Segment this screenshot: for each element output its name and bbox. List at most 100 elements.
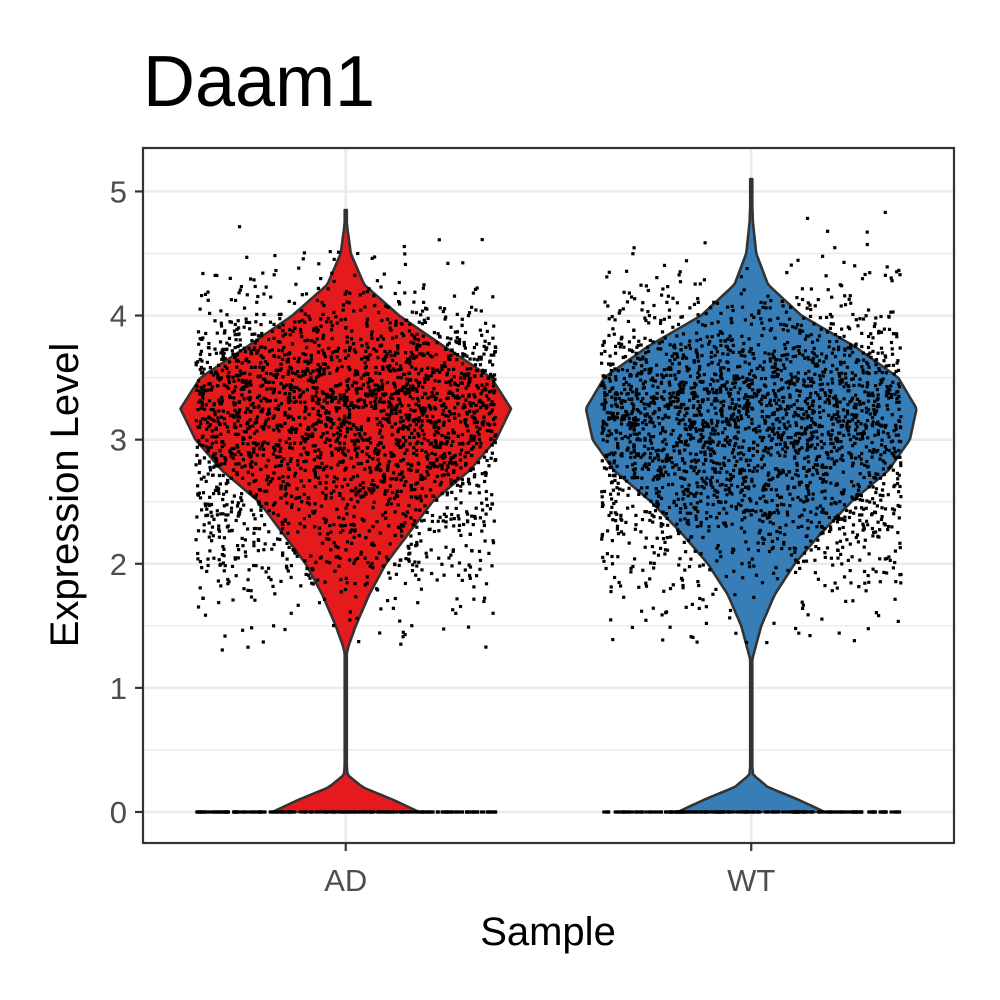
data-point bbox=[710, 402, 714, 406]
data-point bbox=[770, 539, 774, 543]
data-point bbox=[407, 371, 412, 375]
data-point bbox=[436, 465, 440, 469]
data-point bbox=[635, 432, 639, 436]
data-point bbox=[749, 499, 753, 503]
data-point bbox=[400, 389, 404, 393]
data-point bbox=[643, 436, 647, 440]
data-point bbox=[485, 458, 489, 463]
data-point bbox=[377, 448, 381, 453]
data-point bbox=[283, 519, 287, 523]
data-point bbox=[887, 435, 891, 439]
data-point bbox=[717, 440, 721, 444]
data-point bbox=[699, 492, 703, 496]
data-point bbox=[741, 482, 745, 486]
data-point bbox=[222, 554, 226, 558]
data-point bbox=[424, 450, 428, 454]
data-point bbox=[423, 380, 427, 384]
data-point bbox=[835, 459, 839, 463]
data-point bbox=[267, 407, 271, 411]
data-point bbox=[402, 483, 406, 487]
data-point bbox=[880, 370, 884, 375]
data-point bbox=[370, 561, 374, 566]
data-point bbox=[396, 368, 400, 372]
data-point bbox=[650, 545, 654, 549]
data-point bbox=[436, 431, 440, 435]
data-point bbox=[213, 452, 217, 456]
data-point bbox=[414, 387, 419, 391]
data-point bbox=[427, 404, 431, 408]
data-point bbox=[859, 457, 863, 461]
data-point bbox=[321, 362, 325, 366]
data-point bbox=[754, 427, 758, 431]
data-point bbox=[313, 472, 317, 476]
data-point bbox=[643, 336, 647, 340]
data-point bbox=[666, 405, 671, 410]
data-point bbox=[308, 576, 312, 580]
data-point bbox=[376, 356, 380, 360]
data-point bbox=[494, 458, 498, 462]
data-point bbox=[839, 490, 844, 495]
data-point bbox=[688, 398, 692, 402]
data-point bbox=[244, 430, 248, 434]
data-point bbox=[237, 225, 242, 229]
data-point bbox=[196, 484, 200, 488]
data-point bbox=[212, 419, 216, 423]
data-point bbox=[893, 549, 897, 553]
data-point bbox=[268, 399, 272, 403]
data-point bbox=[375, 520, 379, 524]
data-point bbox=[195, 453, 199, 457]
data-point bbox=[242, 397, 246, 401]
data-point bbox=[818, 504, 823, 508]
data-point bbox=[359, 376, 363, 380]
data-point bbox=[848, 294, 852, 298]
data-point bbox=[303, 438, 307, 442]
data-point bbox=[485, 329, 489, 333]
data-point bbox=[241, 385, 245, 389]
data-point bbox=[340, 364, 344, 369]
data-point bbox=[846, 427, 850, 431]
data-point bbox=[797, 480, 801, 484]
data-point bbox=[457, 528, 461, 533]
data-point bbox=[885, 403, 889, 407]
data-point bbox=[259, 384, 263, 388]
data-point bbox=[314, 560, 318, 564]
data-point bbox=[719, 311, 723, 315]
data-point bbox=[622, 290, 626, 294]
data-point bbox=[356, 251, 360, 256]
data-point bbox=[361, 481, 365, 485]
data-point bbox=[255, 338, 259, 342]
data-point bbox=[468, 565, 473, 569]
data-point bbox=[385, 352, 389, 356]
data-point bbox=[285, 501, 289, 505]
data-point bbox=[430, 367, 435, 371]
data-point bbox=[646, 447, 651, 451]
data-point bbox=[300, 500, 304, 504]
data-point bbox=[700, 476, 704, 480]
data-point bbox=[633, 557, 637, 561]
data-point bbox=[668, 383, 672, 387]
data-point bbox=[465, 512, 470, 516]
data-point bbox=[875, 405, 879, 409]
data-point bbox=[820, 510, 824, 514]
data-point bbox=[222, 492, 226, 496]
data-point bbox=[843, 303, 848, 307]
data-point bbox=[271, 511, 276, 515]
data-point bbox=[329, 496, 333, 500]
data-point bbox=[838, 378, 842, 383]
data-point bbox=[220, 553, 224, 557]
data-point bbox=[862, 545, 866, 549]
data-point bbox=[252, 544, 256, 548]
data-point bbox=[466, 314, 471, 318]
data-point bbox=[775, 493, 779, 497]
data-point bbox=[270, 477, 274, 481]
data-point bbox=[314, 421, 318, 425]
data-point bbox=[797, 631, 801, 635]
data-point bbox=[303, 559, 307, 563]
data-point bbox=[884, 423, 888, 427]
data-point bbox=[800, 446, 804, 450]
data-point bbox=[388, 497, 392, 501]
data-point bbox=[321, 391, 325, 395]
data-point bbox=[330, 337, 334, 341]
data-point bbox=[800, 287, 804, 291]
data-point bbox=[689, 502, 693, 506]
